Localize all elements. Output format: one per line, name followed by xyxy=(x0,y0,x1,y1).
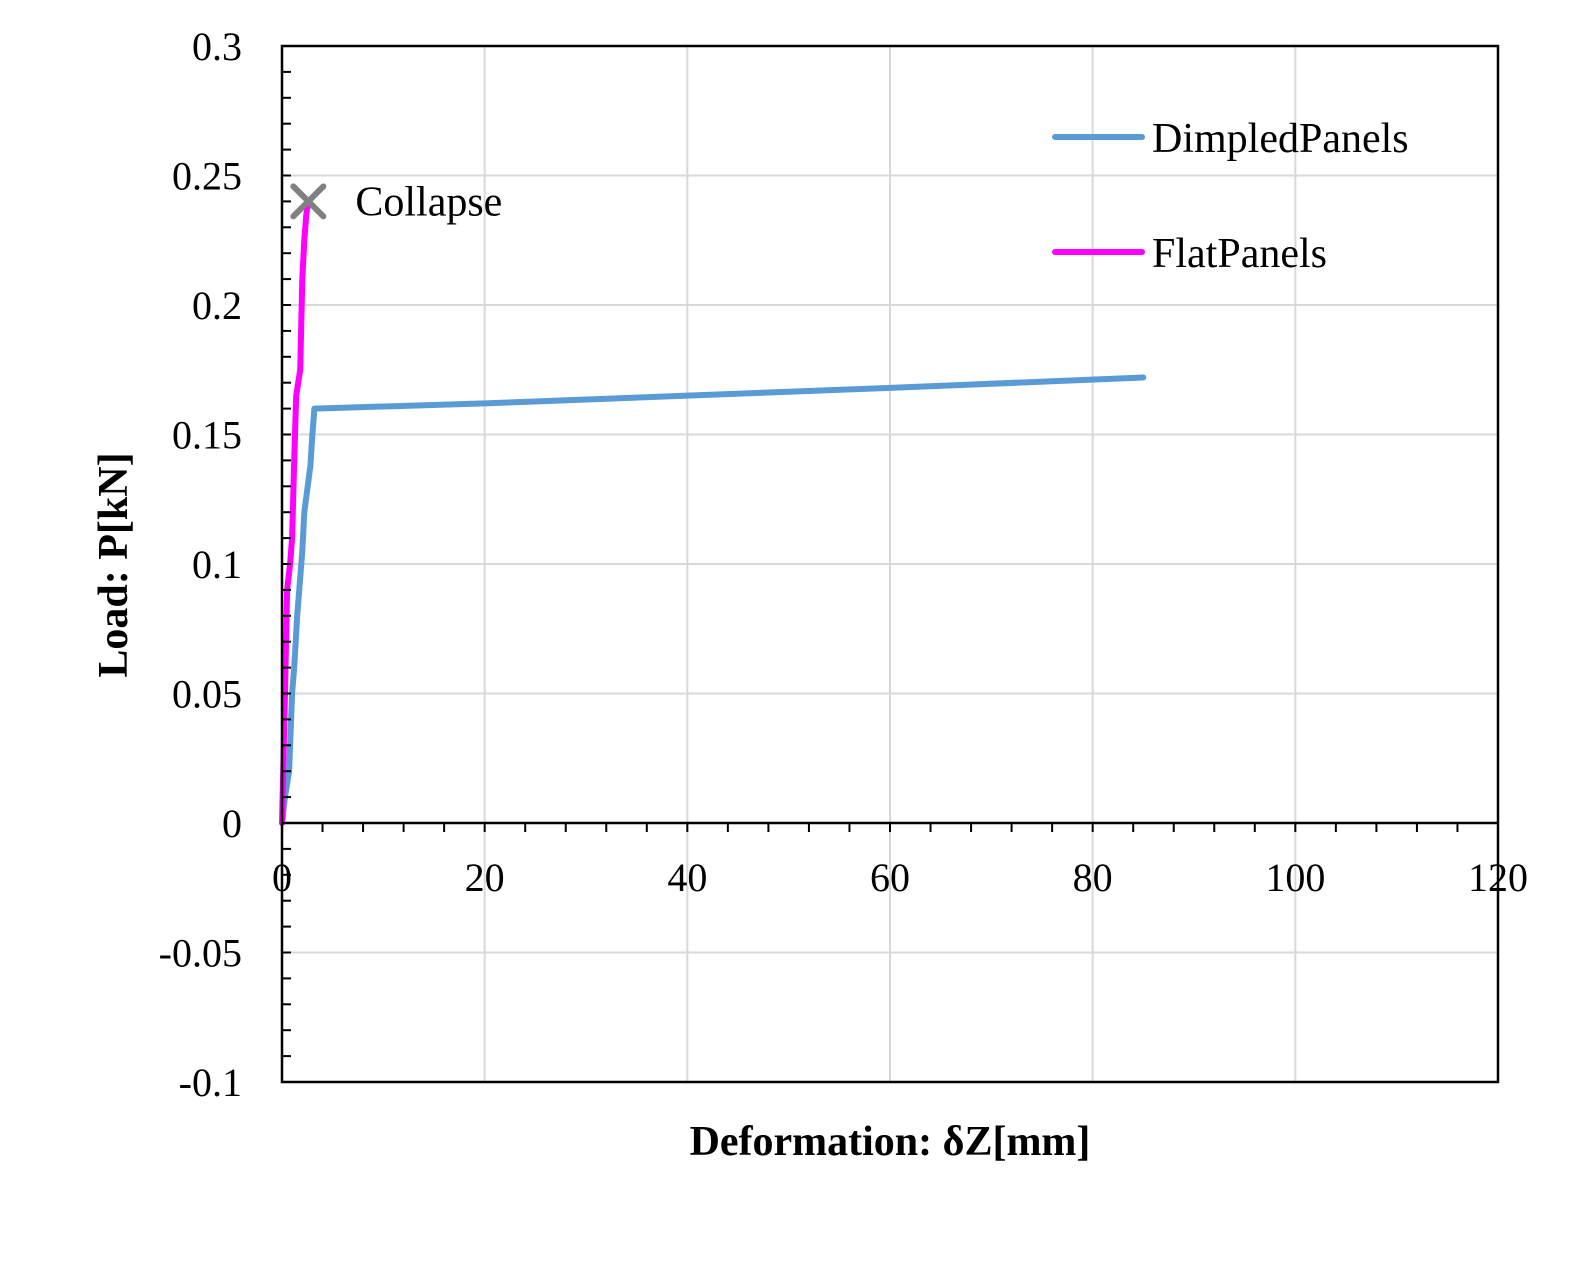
x-tick-label: 40 xyxy=(667,855,707,900)
y-tick-label: 0.2 xyxy=(192,283,242,328)
y-tick-label: -0.1 xyxy=(179,1060,242,1105)
x-tick-label: 60 xyxy=(870,855,910,900)
collapse-marker-stroke xyxy=(290,183,327,220)
x-tick-label: 120 xyxy=(1468,855,1528,900)
x-tick-label: 20 xyxy=(465,855,505,900)
y-tick-label: 0 xyxy=(222,801,242,846)
y-tick-label: 0.3 xyxy=(192,24,242,69)
collapse-annotation-label: Collapse xyxy=(355,179,502,225)
y-tick-label: 0.25 xyxy=(172,154,242,199)
y-axis-title: Load: P[kN] xyxy=(91,452,137,677)
tick-labels: -0.1 -0.05 0 0.05 0.1 0.15 0.2 0.25 0.3 0 20 40 60 80… xyxy=(159,24,1528,1105)
x-tick-label: 80 xyxy=(1073,855,1113,900)
y-tick-label: -0.05 xyxy=(159,931,242,976)
x-tick-label: 0 xyxy=(272,855,292,900)
legend: DimpledPanels FlatPanels xyxy=(1052,116,1409,277)
axes-layer xyxy=(280,44,1500,1084)
y-tick-label: 0.15 xyxy=(172,413,242,458)
annotations-layer: Collapse xyxy=(290,179,502,225)
legend-label: DimpledPanels xyxy=(1152,116,1409,162)
gridlines xyxy=(282,46,1498,1082)
y-tick-label: 0.05 xyxy=(172,672,242,717)
legend-label: FlatPanels xyxy=(1152,231,1327,277)
x-tick-label: 100 xyxy=(1265,855,1325,900)
y-tick-label: 0.1 xyxy=(192,542,242,587)
x-axis-title: Deformation: δZ[mm] xyxy=(690,1119,1091,1165)
collapse-marker xyxy=(290,183,327,220)
